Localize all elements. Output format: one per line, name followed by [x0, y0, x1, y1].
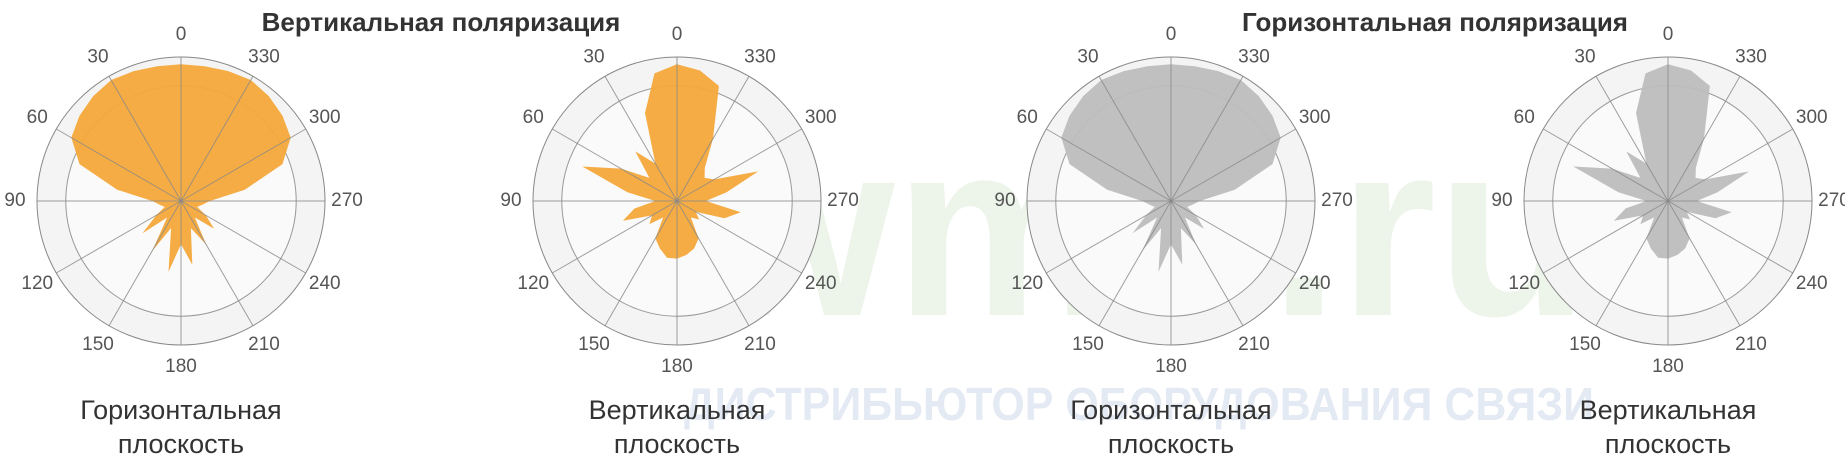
caption: плоскость	[1605, 429, 1731, 459]
angle-label: 150	[578, 334, 610, 355]
grid-spoke	[56, 200, 182, 274]
grid-spoke	[180, 128, 306, 202]
angle-label: 60	[27, 107, 48, 128]
angle-label: 180	[1155, 356, 1187, 377]
radiation-pattern	[1573, 64, 1750, 259]
angle-label: 150	[1569, 334, 1601, 355]
grid-spoke	[1667, 200, 1793, 274]
angle-label: 210	[248, 334, 280, 355]
angle-label: 300	[309, 107, 341, 128]
grid-spoke	[1543, 200, 1669, 274]
angle-label: 270	[1818, 190, 1845, 211]
watermark-slogan: ДИСТРИБЬЮТОР ОБОРУДОВАНИЯ СВЯЗИ	[684, 378, 1594, 430]
angle-label: 240	[1299, 273, 1331, 294]
angle-label: 150	[1072, 334, 1104, 355]
angle-label: 300	[1299, 107, 1331, 128]
grid-spoke	[676, 76, 750, 202]
angle-label: 330	[744, 46, 776, 67]
caption: Вертикальная	[1580, 395, 1757, 425]
polar-plot: 0 30 60 90 120 150 180 210 240 270 300 330 Горизонта…	[994, 24, 1352, 459]
grid-spoke	[676, 200, 802, 274]
radiation-pattern	[582, 64, 759, 259]
angle-label: 300	[805, 107, 837, 128]
grid-spoke	[1170, 128, 1296, 202]
grid-spoke	[1046, 128, 1172, 202]
title: Горизонтальная поляризация	[1242, 7, 1628, 37]
grid-spoke	[108, 76, 182, 202]
angle-label: 0	[1663, 24, 1674, 45]
caption: Горизонтальная	[80, 395, 281, 425]
angle-label: 30	[1077, 46, 1098, 67]
grid-spoke	[1170, 200, 1244, 326]
angle-label: 0	[1166, 24, 1177, 45]
angle-label: 240	[805, 273, 837, 294]
angle-label: 120	[1011, 273, 1043, 294]
angle-label: 60	[523, 107, 544, 128]
angle-label: 0	[176, 24, 187, 45]
angle-label: 30	[1574, 46, 1595, 67]
angle-label: 0	[672, 24, 683, 45]
grid-spoke	[552, 128, 678, 202]
angle-label: 270	[827, 190, 859, 211]
angle-label: 120	[517, 273, 549, 294]
angle-label: 120	[21, 273, 53, 294]
angle-label: 180	[661, 356, 693, 377]
caption: плоскость	[1108, 429, 1234, 459]
caption: плоскость	[118, 429, 244, 459]
grid-spoke	[108, 200, 182, 326]
title: Вертикальная поляризация	[262, 7, 621, 37]
angle-label: 30	[583, 46, 604, 67]
angle-label: 60	[1514, 107, 1535, 128]
grid-spoke	[1098, 76, 1172, 202]
grid-spoke	[604, 76, 678, 202]
angle-label: 180	[1652, 356, 1684, 377]
angle-label: 180	[165, 356, 197, 377]
angle-label: 330	[1238, 46, 1270, 67]
caption: Вертикальная	[589, 395, 766, 425]
angle-label: 240	[1796, 273, 1828, 294]
caption: Горизонтальная	[1070, 395, 1271, 425]
angle-label: 210	[1735, 334, 1767, 355]
polar-plot: 0 30 60 90 120 150 180 210 240 270 300 330 Вертикаль…	[1491, 24, 1845, 459]
angle-label: 270	[331, 190, 363, 211]
angle-label: 270	[1321, 190, 1353, 211]
angle-label: 90	[4, 190, 25, 211]
polar-plot: 0 30 60 90 120 150 180 210 240 270 300 330 Вертикаль…	[500, 24, 858, 459]
grid-spoke	[1543, 128, 1669, 202]
grid-spoke	[56, 128, 182, 202]
grid-spoke	[676, 200, 750, 326]
angle-label: 300	[1796, 107, 1828, 128]
angle-label: 330	[248, 46, 280, 67]
angle-label: 240	[309, 273, 341, 294]
grid-spoke	[1667, 200, 1741, 326]
grid-spoke	[1170, 76, 1244, 202]
grid-spoke	[1667, 128, 1793, 202]
angle-label: 90	[500, 190, 521, 211]
angle-label: 330	[1735, 46, 1767, 67]
polar-plot: 0 30 60 90 120 150 180 210 240 270 300 330 Горизонта…	[4, 24, 362, 459]
angle-label: 150	[82, 334, 114, 355]
angle-label: 210	[1238, 334, 1270, 355]
grid-spoke	[1046, 200, 1172, 274]
grid-spoke	[180, 76, 254, 202]
angle-label: 30	[87, 46, 108, 67]
angle-label: 60	[1017, 107, 1038, 128]
angle-label: 120	[1508, 273, 1540, 294]
angle-label: 210	[744, 334, 776, 355]
grid-spoke	[1595, 200, 1669, 326]
grid-spoke	[1667, 76, 1741, 202]
grid-spoke	[1595, 76, 1669, 202]
grid-spoke	[1098, 200, 1172, 326]
grid-spoke	[180, 200, 254, 326]
caption: плоскость	[614, 429, 740, 459]
grid-spoke	[180, 200, 306, 274]
grid-spoke	[552, 200, 678, 274]
grid-spoke	[604, 200, 678, 326]
angle-label: 90	[994, 190, 1015, 211]
grid-spoke	[1170, 200, 1296, 274]
grid-spoke	[676, 128, 802, 202]
angle-label: 90	[1491, 190, 1512, 211]
